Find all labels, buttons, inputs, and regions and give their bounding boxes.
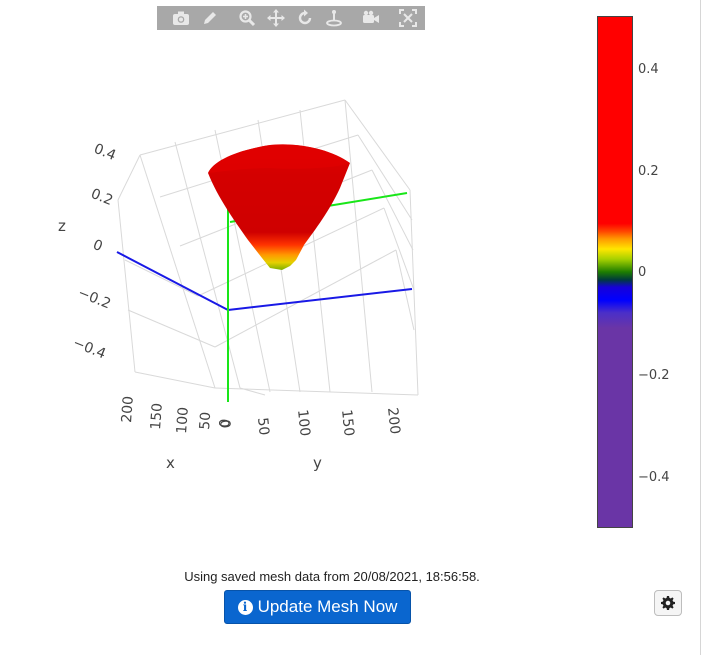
y-tick-label: 0 [216,419,233,430]
y-axis-title: y [313,454,322,472]
update-mesh-button[interactable]: i Update Mesh Now [224,590,411,624]
z-tick-label: 0 [91,237,105,255]
x-tick-label: 200 [119,395,137,423]
y-tick-label: 100 [294,409,313,437]
colorbar [597,16,633,528]
z-tick-label: −0.4 [71,335,109,363]
colorbar-tick: 0 [638,265,647,280]
colorbar-tick: −0.4 [638,470,670,485]
y-tick-label: 50 [254,417,272,436]
zoom-icon[interactable] [235,7,258,29]
z-tick-label: 0.2 [89,186,116,209]
plot-modebar [157,6,425,30]
x-tick-label: 50 [197,411,214,430]
pan-icon[interactable] [264,7,287,29]
x-tick-label: 100 [174,406,192,434]
info-icon: i [237,599,253,615]
y-axis-line [227,288,413,311]
camera-reset-icon[interactable] [359,7,382,29]
panel-border [700,0,701,655]
z-tick-label: −0.2 [76,285,114,313]
x-tick-label: 150 [148,402,166,430]
turntable-icon[interactable] [322,7,345,29]
colorbar-tick: 0.2 [638,164,659,179]
x-axis-line [116,251,229,311]
x-tick-label: 0 [217,418,234,428]
camera-icon[interactable] [169,7,192,29]
orbit-rotate-icon[interactable] [293,7,316,29]
update-mesh-label: Update Mesh Now [257,597,398,616]
z-axis-title: z [58,217,66,235]
autoscale-icon[interactable] [396,7,419,29]
pencil-icon[interactable] [198,7,221,29]
x-axis-title: x [166,454,175,472]
colorbar-tick: −0.2 [638,368,670,383]
mesh-status-text: Using saved mesh data from 20/08/2021, 1… [184,569,480,584]
y-tick-label: 200 [384,407,403,435]
settings-button[interactable] [654,590,682,616]
y-tick-label: 150 [338,409,357,437]
surface-mesh [208,144,350,270]
colorbar-tick: 0.4 [638,62,659,77]
z-tick-label: 0.4 [92,141,119,164]
gear-icon [661,596,675,610]
surface-3d-plot[interactable]: 0.4 0.2 0 −0.2 −0.4 200 150 100 50 0 0 5… [0,0,703,560]
